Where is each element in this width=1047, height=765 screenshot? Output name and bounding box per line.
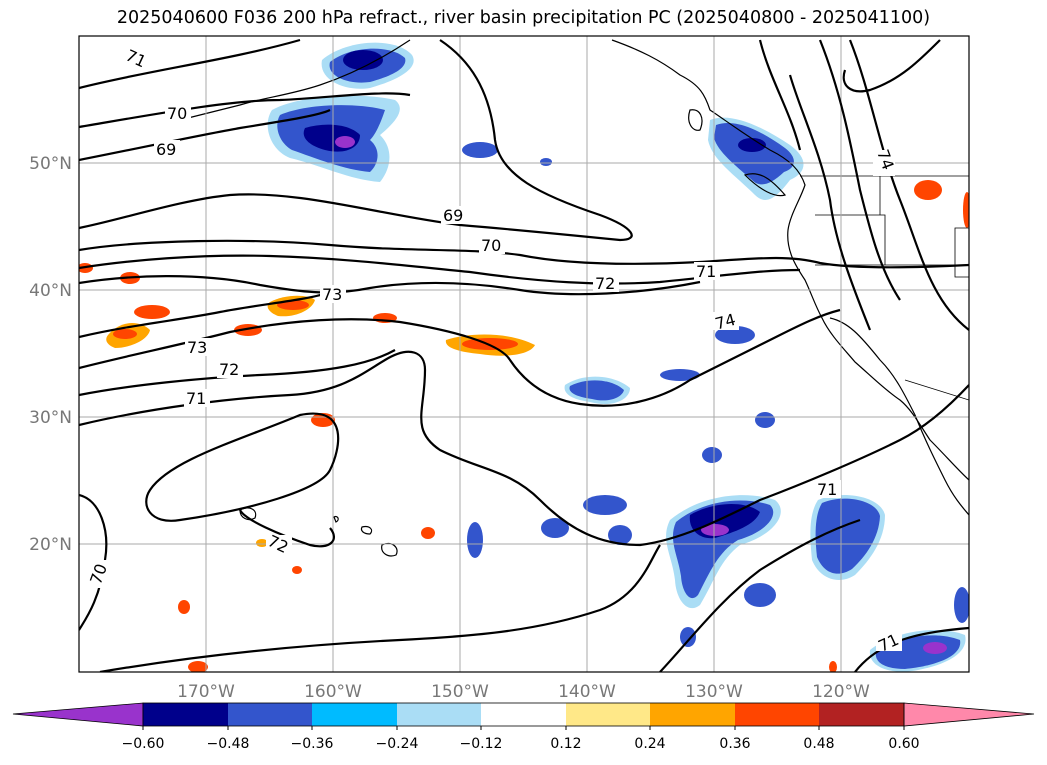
colorbar-tick-label: −0.36 <box>291 736 334 752</box>
map-title: 2025040600 F036 200 hPa refract., river … <box>116 8 931 28</box>
lon-label: 170°W <box>177 682 235 702</box>
precip-blob <box>701 524 729 536</box>
colorbar-outline <box>142 702 905 727</box>
colorbar-tick-label: 0.36 <box>719 736 750 752</box>
lon-label: 120°W <box>812 682 870 702</box>
colorbar-ticks <box>142 726 905 730</box>
precip-blob <box>714 122 794 185</box>
colorbar-segment <box>312 703 397 726</box>
colorbar-segment <box>566 703 650 726</box>
precip-blob <box>569 380 624 401</box>
contour-label: 73 <box>187 338 207 357</box>
precip-blob <box>608 525 632 545</box>
precip-blob <box>178 600 190 614</box>
contour-label: 70 <box>481 236 501 255</box>
colorbar-tick-label: 0.12 <box>550 736 581 752</box>
lat-label: 40°N <box>29 281 72 301</box>
precip-blob <box>815 498 880 574</box>
precip-blob <box>829 661 837 672</box>
lon-label: 150°W <box>431 682 489 702</box>
colorbar-segment <box>735 703 819 726</box>
precip-blob <box>292 566 302 574</box>
lat-label: 30°N <box>29 408 72 428</box>
colorbar-extend-high <box>903 702 1035 727</box>
contour-label: 74 <box>713 310 738 334</box>
colorbar-tick-label: 0.48 <box>803 736 834 752</box>
colorbar-segment <box>481 703 566 726</box>
contour-label: 72 <box>219 360 239 379</box>
contour-label: 71 <box>186 389 206 408</box>
precip-blob <box>540 158 552 166</box>
colorbar-tick-label: 0.24 <box>634 736 665 752</box>
colorbar-extend-low <box>12 702 144 727</box>
lon-label: 140°W <box>558 682 616 702</box>
longitude-labels: 170°W 160°W 150°W 140°W 130°W 120°W <box>177 682 870 702</box>
lon-label: 130°W <box>685 682 743 702</box>
colorbar-segment <box>819 703 904 726</box>
colorbar-tick-label: −0.60 <box>122 736 165 752</box>
lon-label: 160°W <box>304 682 362 702</box>
precip-blob <box>583 495 627 515</box>
lat-label: 50°N <box>29 154 72 174</box>
contour-label: 70 <box>167 104 187 123</box>
precip-blob <box>188 661 208 672</box>
colorbar-segment <box>143 703 228 726</box>
precip-blob <box>738 138 766 152</box>
precip-blob <box>467 522 483 558</box>
contour-label: 71 <box>817 480 837 499</box>
precip-blob <box>256 539 268 547</box>
precip-blob <box>715 326 755 344</box>
contour-label: 69 <box>443 206 463 225</box>
colorbar-tick-label: −0.24 <box>376 736 419 752</box>
colorbar-tick-label: −0.12 <box>460 736 503 752</box>
precip-blob <box>914 180 942 200</box>
colorbar-segment <box>397 703 481 726</box>
colorbar-tick-label: −0.48 <box>207 736 250 752</box>
lat-label: 20°N <box>29 535 72 555</box>
precip-blob <box>660 369 700 381</box>
precip-blob <box>343 50 383 70</box>
precip-blob <box>954 587 969 623</box>
precip-blob <box>702 447 722 463</box>
colorbar-segment <box>228 703 312 726</box>
latitude-labels: 50°N 40°N 30°N 20°N <box>29 154 72 555</box>
precip-blob <box>134 305 170 319</box>
precip-blob <box>335 136 355 148</box>
precip-blob <box>680 627 696 647</box>
precip-blob <box>421 527 435 539</box>
map-frame <box>78 35 970 673</box>
coastlines <box>179 39 969 557</box>
precip-blob <box>113 329 137 339</box>
precip-blob <box>755 412 775 428</box>
precip-blob <box>744 583 776 607</box>
contour-label: 71 <box>696 262 716 281</box>
colorbar: −0.60 −0.48 −0.36 −0.24 −0.12 0.12 0.24 … <box>12 702 1035 752</box>
precip-blob <box>541 518 569 538</box>
contour-label: 72 <box>595 274 615 293</box>
precip-blob <box>462 142 498 158</box>
precip-blob <box>923 642 947 654</box>
contour-label: 69 <box>156 140 176 159</box>
contour-label: 73 <box>322 285 342 304</box>
precip-blob <box>963 192 969 228</box>
colorbar-segment <box>650 703 735 726</box>
colorbar-tick-label: 0.60 <box>888 736 919 752</box>
